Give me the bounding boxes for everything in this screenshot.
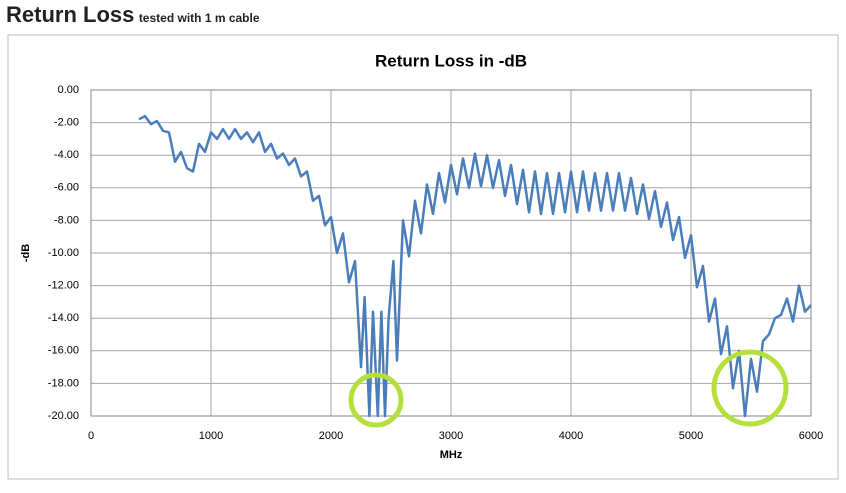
x-axis-label: MHz — [440, 449, 463, 461]
x-tick-label: 1000 — [199, 430, 223, 442]
x-tick-label: 5000 — [679, 430, 703, 442]
x-tick-label: 0 — [88, 430, 94, 442]
y-tick-label: -16.00 — [48, 345, 79, 357]
x-tick-label: 6000 — [799, 430, 823, 442]
y-axis-label: -dB — [20, 244, 32, 262]
chart-frame — [7, 34, 839, 480]
y-tick-label: -20.00 — [48, 410, 79, 422]
y-tick-label: -8.00 — [54, 214, 79, 226]
highlight-circle — [711, 349, 789, 427]
highlight-circle — [348, 372, 404, 428]
x-tick-label: 3000 — [439, 430, 463, 442]
plot-border — [90, 89, 812, 417]
y-tick-label: -18.00 — [48, 377, 79, 389]
x-tick-label: 2000 — [319, 430, 343, 442]
y-tick-label: 0.00 — [58, 84, 79, 96]
y-tick-label: -2.00 — [54, 117, 79, 129]
y-tick-label: -4.00 — [54, 149, 79, 161]
y-tick-label: -14.00 — [48, 312, 79, 324]
y-tick-label: -10.00 — [48, 247, 79, 259]
header-title: Return Loss — [6, 2, 135, 27]
x-tick-label: 4000 — [559, 430, 583, 442]
y-tick-label: -12.00 — [48, 280, 79, 292]
header: Return Loss tested with 1 m cable — [6, 2, 260, 28]
y-tick-label: -6.00 — [54, 182, 79, 194]
data-line — [138, 114, 812, 418]
chart-title: Return Loss in -dB — [375, 51, 527, 70]
plot-area: 0.00 -2.00 -4.00 -6.00 -8.00 -10.00 -12.00 -14.… — [48, 84, 823, 442]
header-subtitle: tested with 1 m cable — [138, 11, 260, 25]
